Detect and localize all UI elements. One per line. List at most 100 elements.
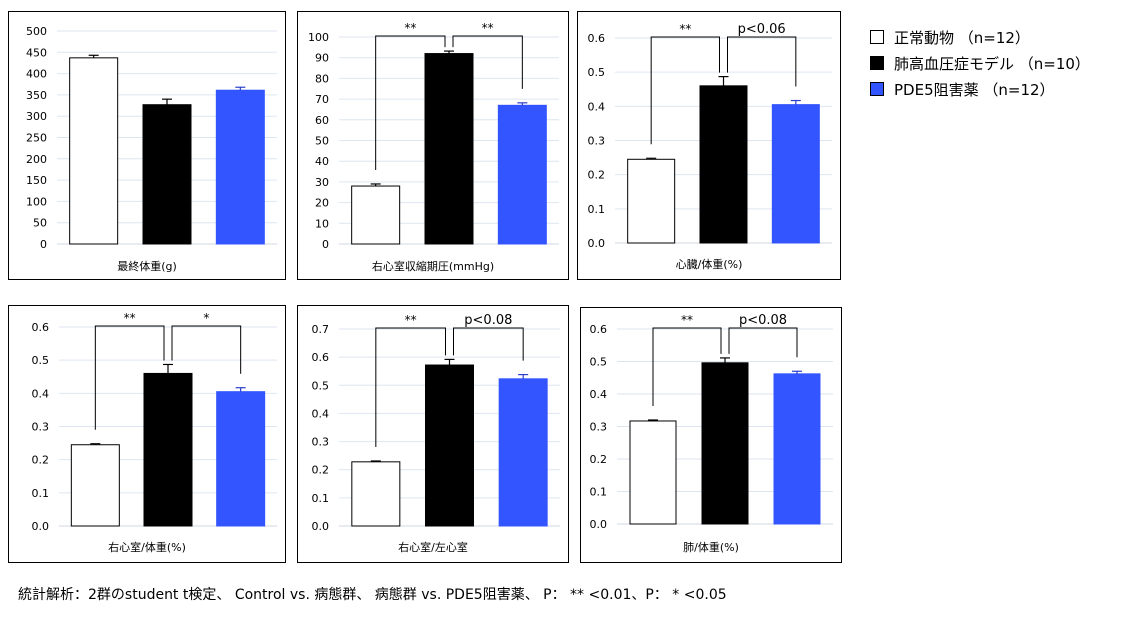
bar — [497, 104, 547, 245]
y-tick-label: 350 — [26, 89, 47, 102]
bar — [699, 85, 748, 244]
chart-panel-rv-lv: 0.0 0.1 0.2 0.3 0.4 0.5 0.6 0.7 ** p<0.08 右心室/左心室 — [297, 305, 569, 563]
chart-xlabel: 最終体重(g) — [117, 260, 177, 273]
y-tick-label: 0.4 — [312, 407, 330, 420]
chart-panel-body-weight: 0 50 100 150 200 250 300 350 400 450 500 最終体重(g) — [8, 11, 286, 280]
y-tick-label: 0.5 — [590, 356, 608, 369]
significance-bracket — [452, 35, 523, 89]
bar — [771, 104, 820, 244]
y-tick-label: 300 — [26, 110, 47, 123]
legend: 正常動物 （n=12） 肺高血圧症モデル （n=10） PDE5阻害薬 （n=1… — [870, 24, 1090, 102]
y-tick-label: 0.1 — [312, 492, 330, 505]
y-tick-label: 0.2 — [588, 169, 606, 182]
legend-label: PDE5阻害薬 （n=12） — [894, 80, 1055, 99]
significance-bracket — [375, 327, 446, 447]
y-tick-label: 100 — [26, 195, 47, 208]
significance-label: p<0.06 — [738, 22, 786, 37]
y-tick-label: 50 — [315, 135, 329, 148]
y-tick-label: 100 — [308, 31, 329, 44]
bar — [69, 57, 119, 245]
significance-label: ** — [124, 311, 136, 325]
legend-label: 正常動物 （n=12） — [894, 28, 1030, 47]
statistics-footnote: 統計解析：2群のstudent t検定、 Control vs. 病態群、 病態… — [18, 587, 727, 603]
y-tick-label: 0.5 — [32, 354, 50, 367]
significance-bracket — [728, 327, 798, 358]
bar — [425, 364, 474, 527]
y-tick-label: 0.4 — [588, 100, 606, 113]
significance-label: ** — [404, 21, 416, 35]
y-tick-label: 0.1 — [32, 487, 50, 500]
y-tick-label: 0.5 — [312, 379, 330, 392]
y-tick-label: 0.0 — [590, 518, 608, 531]
significance-label: ** — [679, 22, 691, 36]
significance-bracket — [453, 327, 524, 361]
chart-rv-systolic-pressure: 0 10 20 30 40 50 60 70 80 90 100 ** ** — [308, 21, 559, 251]
significance-bracket — [727, 36, 797, 87]
bar — [424, 53, 474, 245]
y-tick-label: 0.6 — [590, 323, 608, 336]
significance-bracket — [94, 325, 165, 430]
y-tick-label: 0.2 — [312, 464, 330, 477]
y-tick-label: 0.6 — [588, 32, 606, 45]
legend-item-normal: 正常動物 （n=12） — [870, 24, 1090, 50]
y-tick-label: 40 — [315, 155, 329, 168]
legend-label: 肺高血圧症モデル （n=10） — [894, 54, 1090, 73]
bar — [773, 373, 821, 525]
y-tick-label: 150 — [26, 174, 47, 187]
y-tick-label: 450 — [26, 46, 47, 59]
y-tick-label: 0.3 — [588, 135, 606, 148]
y-tick-label: 200 — [26, 153, 47, 166]
chart-xlabel: 心臓/体重(%) — [675, 258, 743, 271]
significance-label: ** — [405, 313, 417, 327]
y-tick-label: 0.3 — [312, 436, 330, 449]
chart-panel-lung-weight: 0.0 0.1 0.2 0.3 0.4 0.5 0.6 ** p<0.08 肺/体重(%) — [580, 307, 842, 563]
y-tick-label: 90 — [315, 52, 329, 65]
y-tick-label: 80 — [315, 72, 329, 85]
y-tick-label: 0.4 — [32, 387, 50, 400]
chart-panel-rv-weight: 0.0 0.1 0.2 0.3 0.4 0.5 0.6 ** * 右心室/体重(%) — [8, 305, 286, 563]
y-tick-label: 0.7 — [312, 323, 330, 336]
legend-item-pde5: PDE5阻害薬 （n=12） — [870, 76, 1090, 102]
significance-bracket — [650, 36, 720, 145]
bar — [629, 420, 677, 525]
chart-panel-heart-weight: 0.0 0.1 0.2 0.3 0.4 0.5 0.6 ** p<0.06 心臓/体重(%) — [577, 11, 841, 280]
significance-label: ** — [681, 313, 693, 327]
y-tick-label: 0 — [322, 238, 329, 251]
chart-xlabel: 右心室/左心室 — [398, 541, 468, 554]
chart-rv-lv: 0.0 0.1 0.2 0.3 0.4 0.5 0.6 0.7 ** p<0.08 — [312, 313, 560, 533]
bar — [143, 372, 193, 527]
chart-xlabel: 右心室/体重(%) — [108, 541, 186, 554]
y-tick-label: 400 — [26, 68, 47, 81]
y-tick-label: 0.6 — [32, 321, 50, 334]
y-tick-label: 0.2 — [32, 454, 50, 467]
bar — [627, 158, 676, 244]
y-tick-label: 0.1 — [590, 486, 608, 499]
y-tick-label: 70 — [315, 93, 329, 106]
significance-label: ** — [482, 21, 494, 35]
y-tick-label: 0.4 — [590, 388, 608, 401]
significance-label: p<0.08 — [464, 313, 512, 328]
bar — [351, 185, 401, 245]
legend-swatch — [870, 30, 884, 44]
y-tick-label: 0.6 — [312, 351, 330, 364]
y-tick-label: 0.3 — [32, 421, 50, 434]
legend-swatch — [870, 56, 884, 70]
bar — [142, 104, 192, 245]
chart-xlabel: 肺/体重(%) — [683, 541, 739, 554]
y-tick-label: 10 — [315, 217, 329, 230]
y-tick-label: 30 — [315, 176, 329, 189]
chart-heart-weight: 0.0 0.1 0.2 0.3 0.4 0.5 0.6 ** p<0.06 — [588, 22, 832, 250]
legend-swatch — [870, 82, 884, 96]
legend-item-model: 肺高血圧症モデル （n=10） — [870, 50, 1090, 76]
bar — [215, 89, 265, 245]
y-tick-label: 0.0 — [588, 237, 606, 250]
chart-xlabel: 右心室収縮期圧(mmHg) — [371, 260, 495, 273]
y-tick-label: 500 — [26, 25, 47, 38]
bar — [70, 444, 120, 527]
chart-lung-weight: 0.0 0.1 0.2 0.3 0.4 0.5 0.6 ** p<0.08 — [590, 313, 833, 531]
chart-rv-weight: 0.00.10.20.30.40.50.6** * — [32, 311, 277, 533]
significance-label: * — [203, 311, 209, 325]
chart-body-weight: 0 50 100 150 200 250 300 350 400 450 500 — [26, 25, 277, 251]
y-tick-label: 50 — [33, 217, 47, 230]
significance-bracket — [375, 35, 446, 170]
